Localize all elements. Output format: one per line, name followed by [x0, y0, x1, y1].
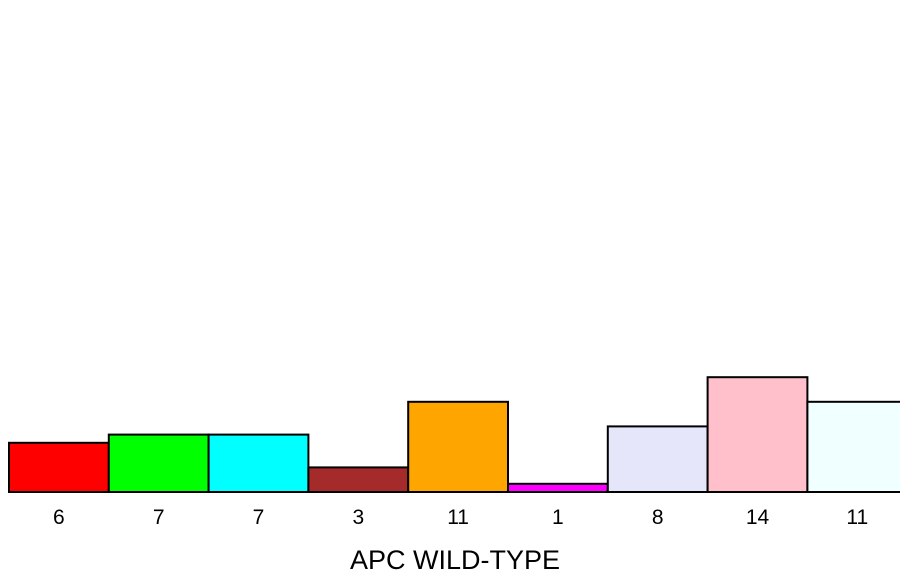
bar-1 [8, 441, 110, 493]
tick-label-2: 7 [153, 506, 165, 529]
bars-group [8, 376, 900, 494]
tick-label-7: 8 [652, 506, 664, 529]
tick-label-6: 1 [552, 506, 564, 529]
tick-label-1: 6 [53, 506, 65, 529]
tick-label-4: 3 [352, 506, 364, 529]
tick-label-8: 14 [746, 506, 770, 529]
bar-8 [706, 376, 809, 494]
bar-5 [407, 400, 510, 493]
bar-6 [507, 482, 609, 493]
bar-2 [107, 433, 210, 494]
bar-9 [806, 400, 900, 493]
bar-4 [307, 466, 410, 493]
tick-label-9: 11 [846, 506, 868, 529]
tick-labels-group: 6 7 7 3 11 1 8 14 11 [53, 506, 868, 529]
tick-label-5: 11 [447, 506, 469, 529]
bar-3 [207, 433, 310, 494]
bar-7 [606, 425, 709, 493]
x-axis-title: APC WILD-TYPE [350, 545, 560, 575]
tick-label-3: 7 [253, 506, 265, 529]
